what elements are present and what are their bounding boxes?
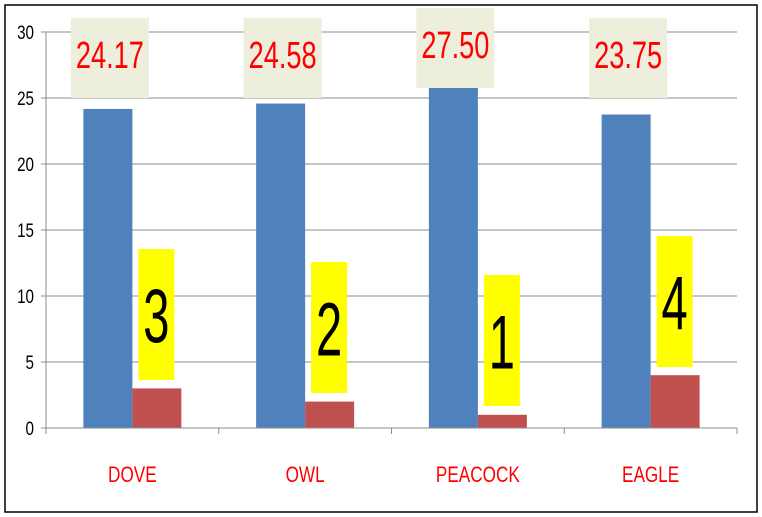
bar-series-1 [256,103,306,428]
bar-series-2 [650,375,700,428]
data-label-series-1: 24.17 [76,35,144,77]
y-tick-label: 15 [17,219,34,241]
data-label-series-1: 24.58 [249,35,317,77]
y-tick-label: 30 [17,21,34,43]
bar-series-1 [601,114,651,428]
data-label-series-1: 23.75 [594,35,662,77]
y-tick-label: 5 [26,351,34,373]
bar-series-1 [83,108,133,429]
bar-series-2 [305,401,355,428]
category-label: OWL [286,463,325,488]
data-label-box-series-2 [656,236,693,367]
axes [41,31,738,434]
data-label-box-series-1 [589,18,668,98]
bar-series-1 [428,65,478,428]
data-label-series-1: 27.50 [421,25,489,67]
category-label: EAGLE [622,463,679,488]
bar-series-2 [132,388,182,428]
data-label-box-series-1 [243,18,322,98]
category-label: DOVE [108,463,157,488]
data-label-box-series-1 [70,18,149,98]
y-tick-label: 10 [17,285,34,307]
data-label-box-series-2 [483,275,520,406]
y-tick-label: 0 [26,417,34,439]
y-tick-label: 25 [17,87,34,109]
category-label: PEACOCK [436,463,520,488]
data-label-box-series-2 [311,262,348,393]
data-label-series-2: 3 [143,275,169,359]
data-label-series-2: 2 [316,288,342,372]
data-label-series-2: 4 [662,262,688,346]
y-tick-label: 20 [17,153,34,175]
labels: 0 5 10 15 20 25 30 24.17 3 DOVE 24.58 2 OWL 27.50 1 PEA… [17,8,693,488]
bar-series-2 [477,414,527,428]
data-label-series-2: 1 [489,301,515,385]
data-label-box-series-1 [416,8,495,88]
bars [83,65,700,429]
data-label-box-series-2 [138,249,175,380]
